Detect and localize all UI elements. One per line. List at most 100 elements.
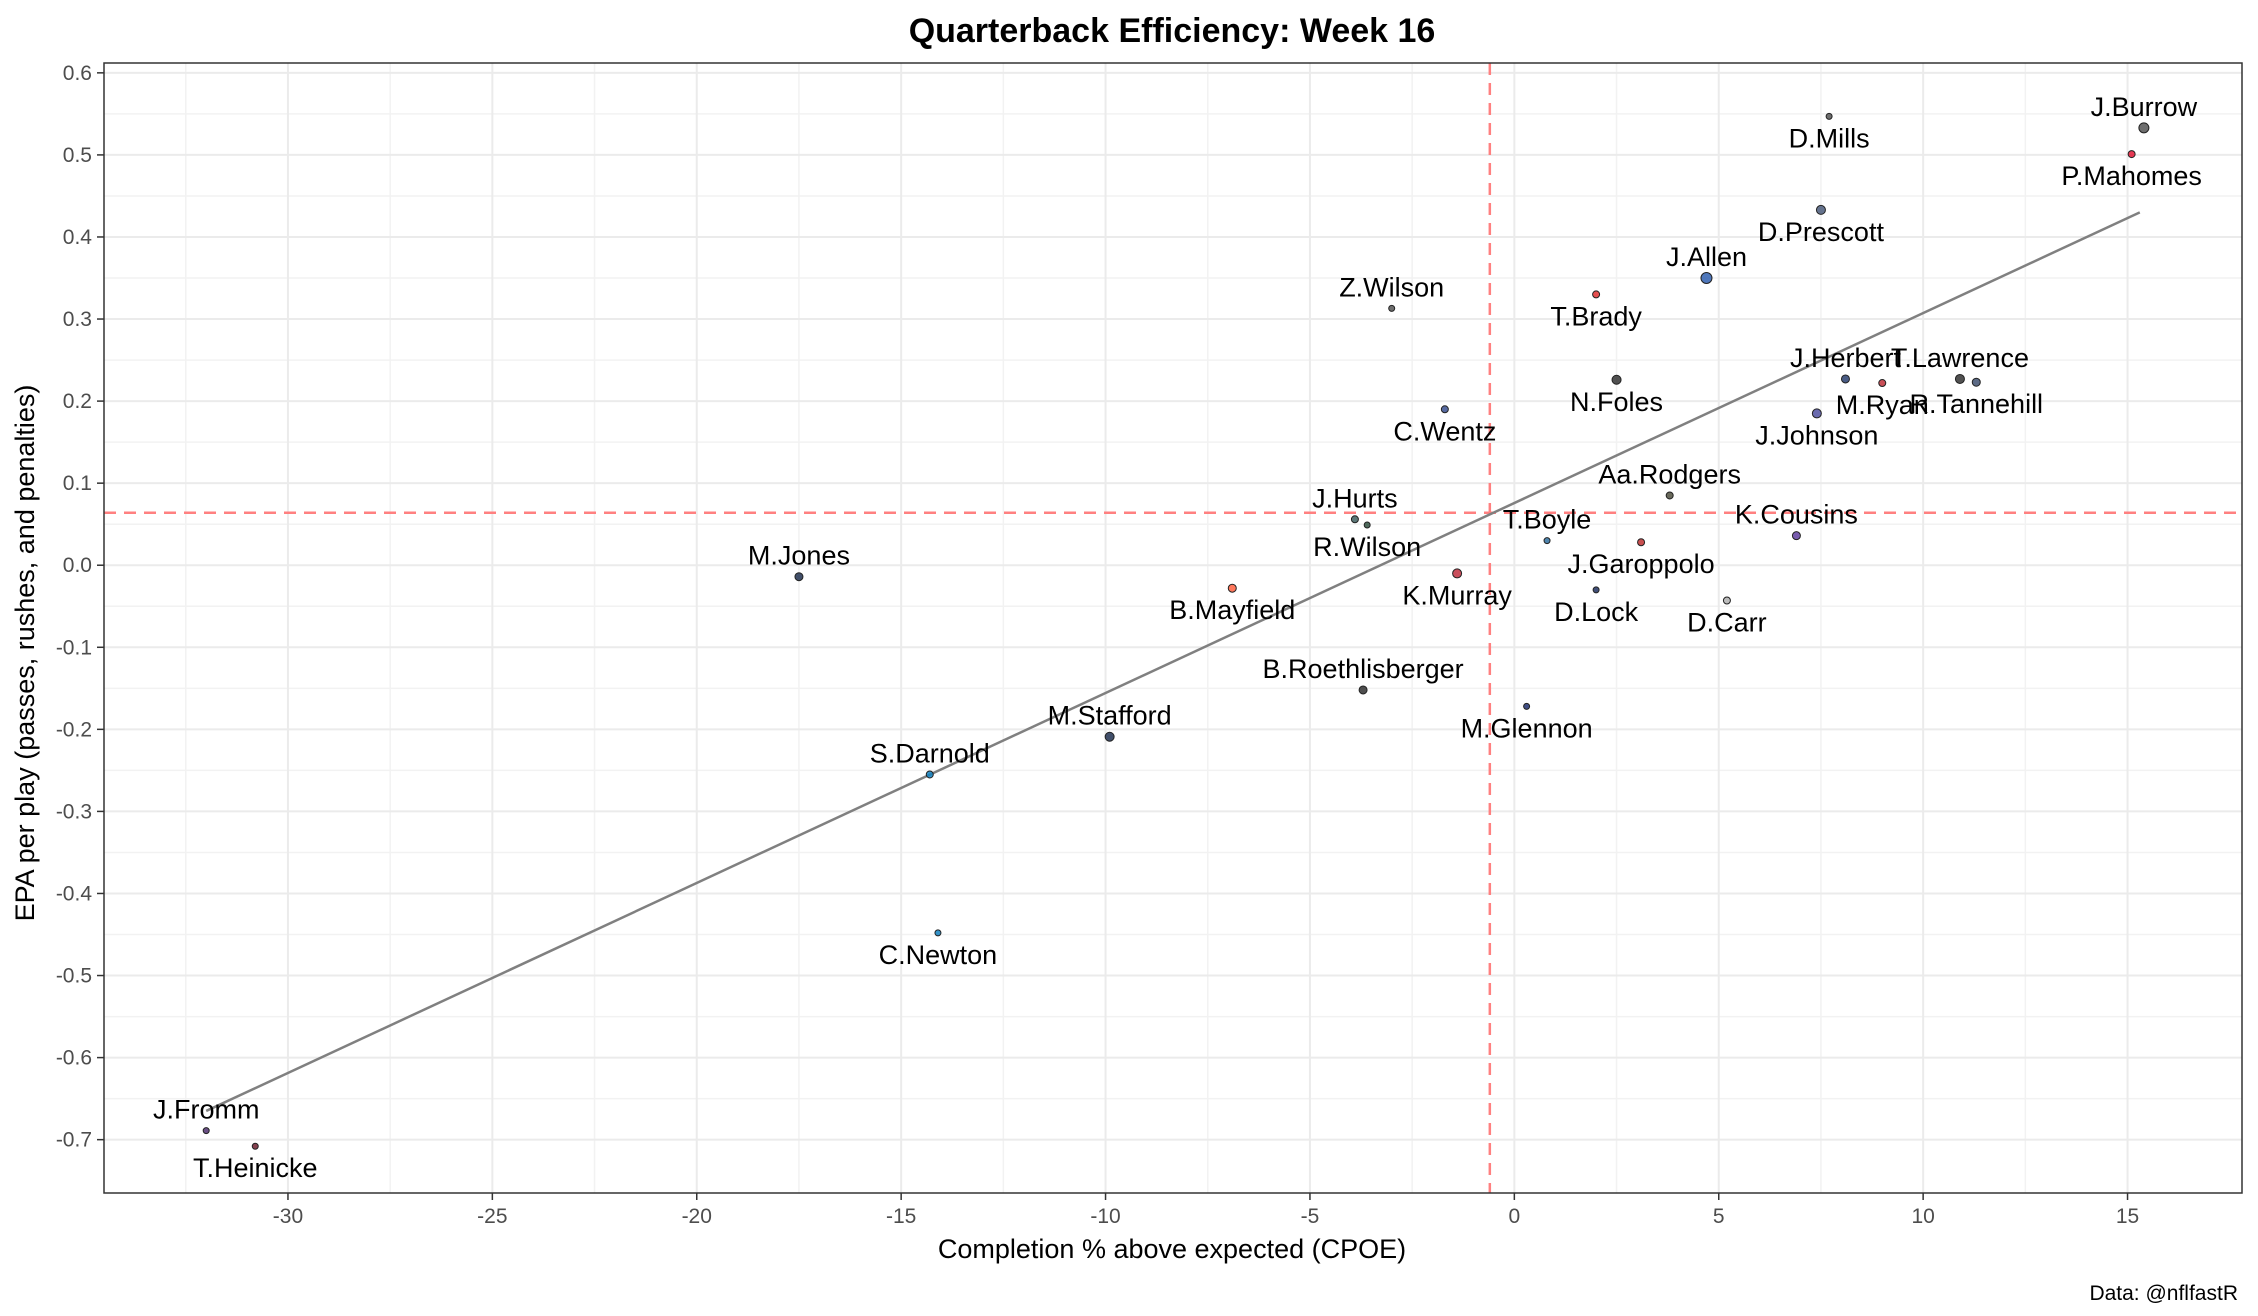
x-tick-label: 15 (2116, 1205, 2139, 1228)
y-tick-label: -0.3 (56, 800, 92, 823)
point-label: P.Mahomes (2061, 161, 2202, 191)
point-label: N.Foles (1570, 387, 1663, 417)
data-point (2138, 122, 2150, 134)
point-label: D.Lock (1554, 597, 1639, 627)
y-tick-label: 0.0 (63, 554, 92, 577)
point-label: Aa.Rodgers (1598, 459, 1741, 489)
data-point (1825, 112, 1833, 120)
point-label: D.Prescott (1758, 217, 1885, 247)
x-axis-ticks: -30 -25 -20 -15 -10 -5 0 5 10 15 (273, 1193, 2139, 1228)
y-tick-label: 0.1 (63, 472, 92, 495)
x-tick-label: 5 (1713, 1205, 1725, 1228)
point-label: M.Jones (748, 541, 850, 571)
point-label: T.Heinicke (193, 1153, 318, 1183)
point-label: J.Johnson (1755, 420, 1878, 450)
x-tick-label: -20 (682, 1205, 712, 1228)
y-tick-label: -0.6 (56, 1047, 92, 1070)
x-tick-label: 0 (1509, 1205, 1521, 1228)
point-label: J.Fromm (153, 1095, 259, 1125)
y-tick-label: 0.3 (63, 308, 92, 331)
data-point (1665, 491, 1674, 500)
data-points (202, 112, 2150, 1150)
y-tick-label: 0.4 (63, 226, 93, 249)
point-label: J.Allen (1666, 242, 1747, 272)
y-tick-label: -0.4 (56, 882, 93, 905)
x-tick-label: 10 (1911, 1205, 1934, 1228)
reference-lines (104, 63, 2242, 1193)
data-point (251, 1142, 259, 1150)
data-point (1358, 685, 1368, 695)
point-label: D.Carr (1687, 608, 1767, 638)
point-label: B.Mayfield (1169, 595, 1295, 625)
point-label: T.Brady (1550, 301, 1642, 331)
point-label: C.Wentz (1393, 416, 1496, 446)
minor-gridlines (104, 63, 2242, 1193)
data-point (202, 1127, 210, 1135)
data-point (1722, 596, 1731, 605)
point-label: M.Ryan (1836, 390, 1929, 420)
point-label: T.Lawrence (1891, 343, 2029, 373)
data-point (1840, 374, 1850, 384)
data-point (1700, 272, 1713, 285)
point-label: K.Cousins (1735, 500, 1858, 530)
trend-line-group (205, 211, 2141, 1113)
point-label: B.Roethlisberger (1263, 654, 1464, 684)
data-point (1363, 521, 1371, 529)
panel-border (103, 62, 2243, 1194)
data-point (1878, 379, 1887, 388)
data-point (1452, 568, 1463, 579)
data-point (794, 572, 804, 582)
data-point (1637, 538, 1646, 547)
chart-title: Quarterback Efficiency: Week 16 (909, 12, 1436, 50)
x-tick-label: -15 (886, 1205, 916, 1228)
y-tick-label: -0.5 (56, 965, 92, 988)
x-tick-label: -10 (1090, 1205, 1120, 1228)
data-point (1815, 204, 1826, 215)
data-point (1543, 537, 1551, 545)
point-label: R.Wilson (1313, 532, 1421, 562)
point-label: M.Glennon (1461, 713, 1593, 743)
point-label: C.Newton (879, 940, 998, 970)
data-point (1592, 586, 1600, 594)
point-label: J.Hurts (1312, 483, 1398, 513)
point-label: S.Darnold (870, 738, 990, 768)
point-label: Z.Wilson (1339, 272, 1444, 302)
data-point (1954, 373, 1965, 384)
y-axis-title: EPA per play (passes, rushes, and penalt… (10, 385, 40, 922)
point-label: R.Tannehill (1909, 389, 2043, 419)
point-label: D.Mills (1789, 123, 1870, 153)
data-point (1971, 377, 1981, 387)
data-point (925, 770, 934, 779)
data-point (1791, 531, 1801, 541)
data-point (1227, 583, 1237, 593)
point-label: J.Burrow (2091, 92, 2198, 122)
x-tick-label: -30 (273, 1205, 303, 1228)
point-label: T.Boyle (1503, 505, 1592, 535)
y-tick-label: 0.5 (63, 144, 92, 167)
data-point (1388, 304, 1396, 312)
data-point (1350, 515, 1359, 524)
point-label: K.Murray (1402, 580, 1512, 610)
data-point (1440, 405, 1449, 414)
point-labels: J.Burrow P.Mahomes D.Mills D.Prescott J.Alle… (153, 92, 2202, 1183)
data-point (1523, 702, 1531, 710)
trend-line (205, 211, 2141, 1113)
data-point (1811, 408, 1822, 419)
y-tick-label: -0.1 (56, 636, 92, 659)
data-point (2127, 150, 2136, 159)
x-axis-title: Completion % above expected (CPOE) (938, 1234, 1406, 1264)
data-point (1104, 731, 1115, 742)
point-label: J.Garoppolo (1568, 549, 1715, 579)
y-tick-label: 0.2 (63, 390, 92, 413)
x-tick-label: -5 (1301, 1205, 1320, 1228)
point-label: J.Herbert (1790, 343, 1902, 373)
x-tick-label: -25 (477, 1205, 507, 1228)
y-axis-ticks: -0.7 -0.6 -0.5 -0.4 -0.3 -0.2 -0.1 0.0 0.1 0.2 0.3… (56, 62, 104, 1152)
y-tick-label: 0.6 (63, 62, 92, 85)
major-gridlines (104, 63, 2242, 1193)
data-point (934, 929, 942, 937)
data-point (1611, 374, 1622, 385)
caption: Data: @nflfastR (2089, 1282, 2238, 1305)
